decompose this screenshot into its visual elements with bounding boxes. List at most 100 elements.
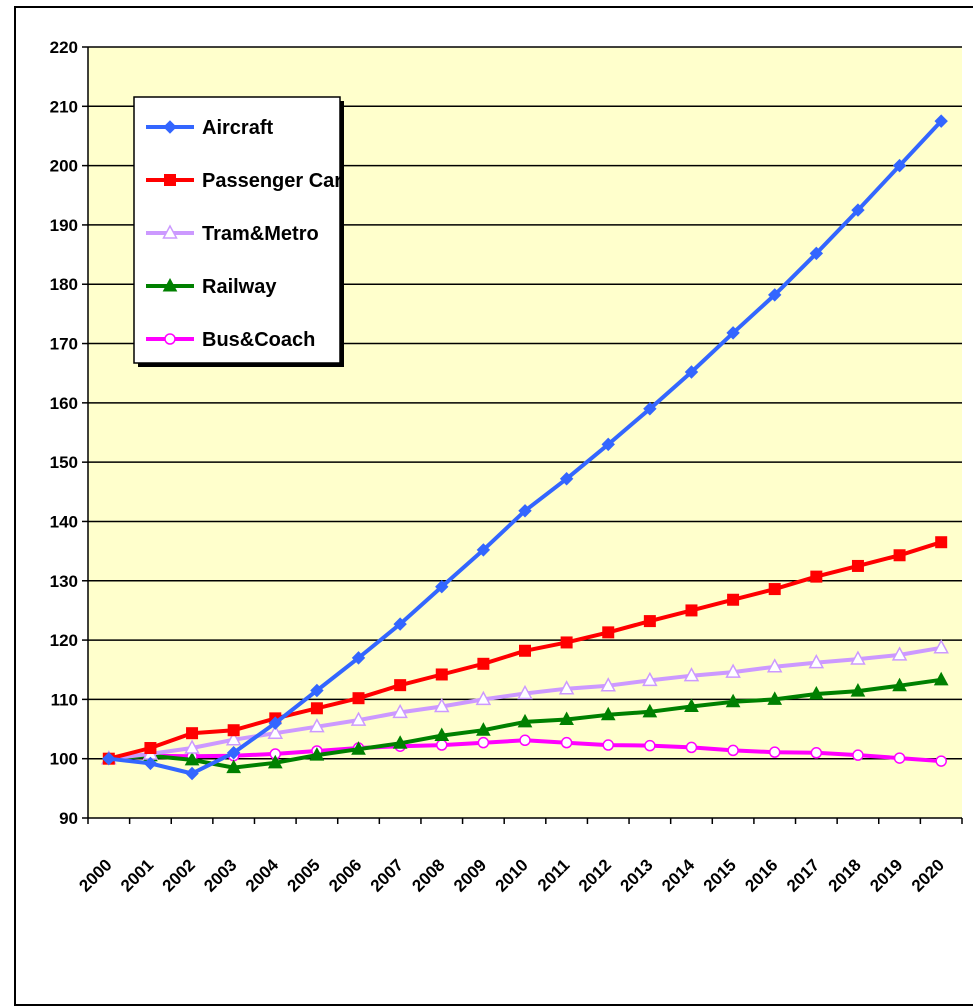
line-chart: 90 100 110 120 130 140 150 160 170 180 190 200 210 22… [50, 38, 963, 896]
x-tick-label: 2001 [117, 855, 157, 895]
data-point [851, 203, 865, 217]
data-point [935, 536, 948, 549]
data-point [435, 579, 449, 594]
data-point [475, 690, 492, 706]
data-point [559, 711, 574, 726]
x-tick-label: 2009 [450, 855, 490, 895]
legend-swatch-marker [164, 333, 176, 345]
data-point [851, 559, 864, 572]
data-point [643, 615, 656, 628]
data-point [186, 727, 199, 740]
legend-swatch-marker [163, 120, 177, 134]
data-point [226, 759, 242, 774]
data-point [768, 288, 782, 302]
data-point [767, 691, 783, 705]
y-tick-label: 90 [59, 809, 78, 828]
data-point [600, 677, 616, 692]
data-point [810, 570, 823, 583]
data-point [808, 685, 824, 700]
x-tick-label: 2007 [367, 855, 407, 895]
data-point [933, 639, 949, 654]
data-point [309, 747, 325, 761]
legend-label: Bus&Coach [202, 329, 315, 351]
data-point [310, 683, 324, 698]
data-point [891, 646, 908, 661]
x-tick-label: 2020 [908, 855, 948, 895]
data-point [559, 472, 574, 486]
data-point [435, 668, 448, 681]
y-tick-label: 150 [50, 453, 78, 472]
data-point [267, 754, 283, 769]
data-point [850, 650, 866, 665]
data-point [727, 593, 740, 606]
data-point [225, 731, 242, 746]
data-point [351, 651, 366, 665]
data-point [102, 751, 116, 766]
data-point [726, 326, 740, 340]
data-point [601, 437, 615, 452]
data-point [602, 739, 614, 751]
data-point [644, 739, 656, 752]
data-point [893, 752, 906, 764]
x-tick-label: 2016 [741, 855, 781, 895]
x-tick-label: 2018 [825, 855, 865, 895]
data-point [808, 654, 825, 669]
data-point [352, 692, 365, 705]
data-point [766, 658, 783, 673]
x-tick-label: 2003 [200, 855, 240, 895]
y-tick-label: 200 [50, 157, 78, 176]
data-point [477, 736, 490, 749]
data-point [309, 718, 325, 733]
data-point [725, 663, 741, 678]
legend-label: Railway [202, 276, 277, 298]
data-point [643, 402, 657, 416]
data-point [809, 246, 824, 261]
data-point [310, 702, 323, 715]
data-point [642, 703, 658, 718]
x-tick-label: 2010 [492, 855, 532, 895]
x-tick-label: 2011 [534, 855, 574, 895]
x-tick-label: 2013 [617, 855, 657, 895]
data-point [642, 671, 658, 687]
y-tick-label: 130 [50, 572, 78, 591]
legend-label: Tram&Metro [202, 223, 319, 245]
data-point [600, 706, 616, 721]
legend-swatch-marker [162, 277, 178, 292]
data-point [892, 677, 907, 692]
data-point [476, 722, 491, 736]
data-point [850, 683, 866, 697]
data-point [394, 679, 407, 692]
x-tick-label: 2008 [408, 855, 448, 895]
y-tick-label: 120 [50, 631, 78, 650]
data-point [727, 744, 739, 757]
data-point [434, 697, 450, 713]
data-point [519, 644, 531, 657]
x-tick-label: 2014 [658, 855, 699, 896]
data-point [684, 698, 699, 713]
data-point [184, 751, 200, 766]
data-point [392, 735, 408, 749]
data-point [267, 724, 284, 739]
data-point [226, 746, 241, 760]
y-tick-label: 140 [50, 512, 78, 531]
data-point [683, 667, 700, 682]
data-point [518, 504, 532, 518]
data-point [268, 716, 282, 730]
data-point [933, 671, 949, 686]
data-point [392, 703, 408, 719]
data-point [935, 755, 947, 767]
data-point [519, 734, 531, 747]
x-tick-label: 2012 [575, 855, 615, 895]
data-point [184, 739, 200, 754]
data-point [685, 741, 698, 754]
legend-label: Passenger Car [202, 170, 342, 192]
data-point [852, 749, 864, 761]
data-point [768, 746, 781, 758]
data-point [351, 741, 366, 755]
data-point [602, 626, 615, 639]
data-point [558, 680, 575, 695]
data-point [436, 739, 448, 751]
data-point [434, 727, 450, 742]
legend-swatch-marker [162, 224, 178, 239]
x-tick-label: 2004 [242, 855, 283, 896]
